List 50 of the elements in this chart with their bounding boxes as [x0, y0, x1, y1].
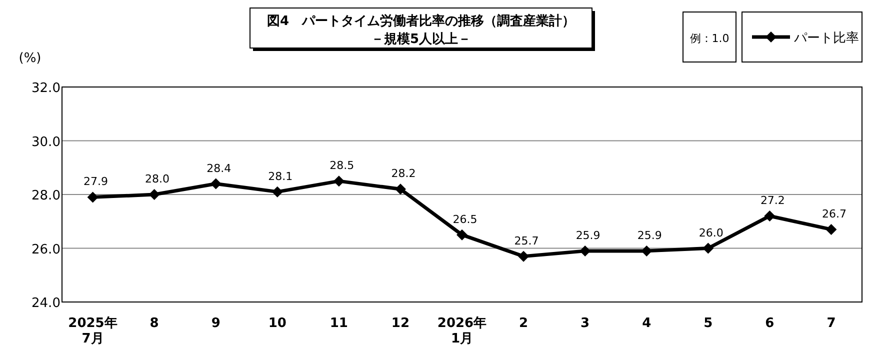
data-label: 28.5 — [330, 159, 354, 172]
x-tick-label: 3 — [580, 316, 590, 331]
data-label: 28.0 — [145, 172, 170, 186]
data-label: 26.0 — [698, 226, 724, 240]
x-tick-label: 8 — [150, 316, 159, 331]
legend-label: パート比率 — [793, 30, 859, 46]
point — [764, 210, 776, 222]
x-tick-label: 12 — [391, 316, 410, 331]
data-label: 25.9 — [576, 228, 600, 242]
x-tick-label: 11 — [330, 316, 348, 331]
data-label: 26.7 — [822, 207, 846, 220]
y-axis-title: (%) — [18, 51, 42, 66]
title-box: 図4 パートタイム労働者比率の推移（調査産業計） －規模5人以上－ — [250, 8, 595, 51]
point — [456, 229, 468, 240]
point — [333, 176, 344, 187]
point — [394, 184, 406, 195]
y-tick-label: 32.0 — [32, 81, 60, 96]
data-label: 27.9 — [84, 175, 108, 188]
data-label: 28.1 — [268, 170, 293, 183]
y-tick-label: 30.0 — [32, 134, 60, 150]
point — [826, 224, 837, 235]
x-tick-label: 6 — [765, 316, 774, 331]
y-tick-label: 26.0 — [32, 242, 60, 258]
point — [210, 178, 222, 190]
x-tick-label: 10 — [268, 316, 286, 331]
point — [87, 192, 98, 203]
data-label: 28.2 — [391, 167, 416, 180]
data-label: 26.5 — [452, 212, 478, 226]
x-tick-label: 2 — [519, 316, 528, 331]
x-tick-label: 7 — [826, 316, 836, 331]
point — [518, 250, 530, 262]
y-tick-label: 24.0 — [32, 296, 60, 311]
x-tick-label: 9 — [211, 316, 220, 331]
data-label: 25.7 — [514, 234, 539, 248]
point — [641, 245, 652, 256]
chart-subtitle: －規模5人以上－ — [370, 32, 472, 47]
point — [148, 189, 160, 200]
chart-title: 図4 パートタイム労働者比率の推移（調査産業計） — [266, 13, 576, 29]
point — [272, 186, 283, 198]
data-label: 27.2 — [760, 194, 785, 207]
y-tick-label: 28.0 — [32, 188, 60, 204]
x-tick-label: 5 — [704, 316, 713, 331]
legend: パート比率 — [742, 12, 862, 62]
x-tick-label: 2026年 1月 — [437, 316, 487, 347]
note-box: 例：1.0 — [682, 12, 736, 62]
point — [702, 242, 714, 254]
data-label: 25.9 — [637, 228, 662, 242]
data-label: 28.4 — [206, 162, 232, 175]
x-tick-label: 2025年 7月 — [68, 316, 118, 347]
x-tick-label: 4 — [642, 316, 652, 331]
